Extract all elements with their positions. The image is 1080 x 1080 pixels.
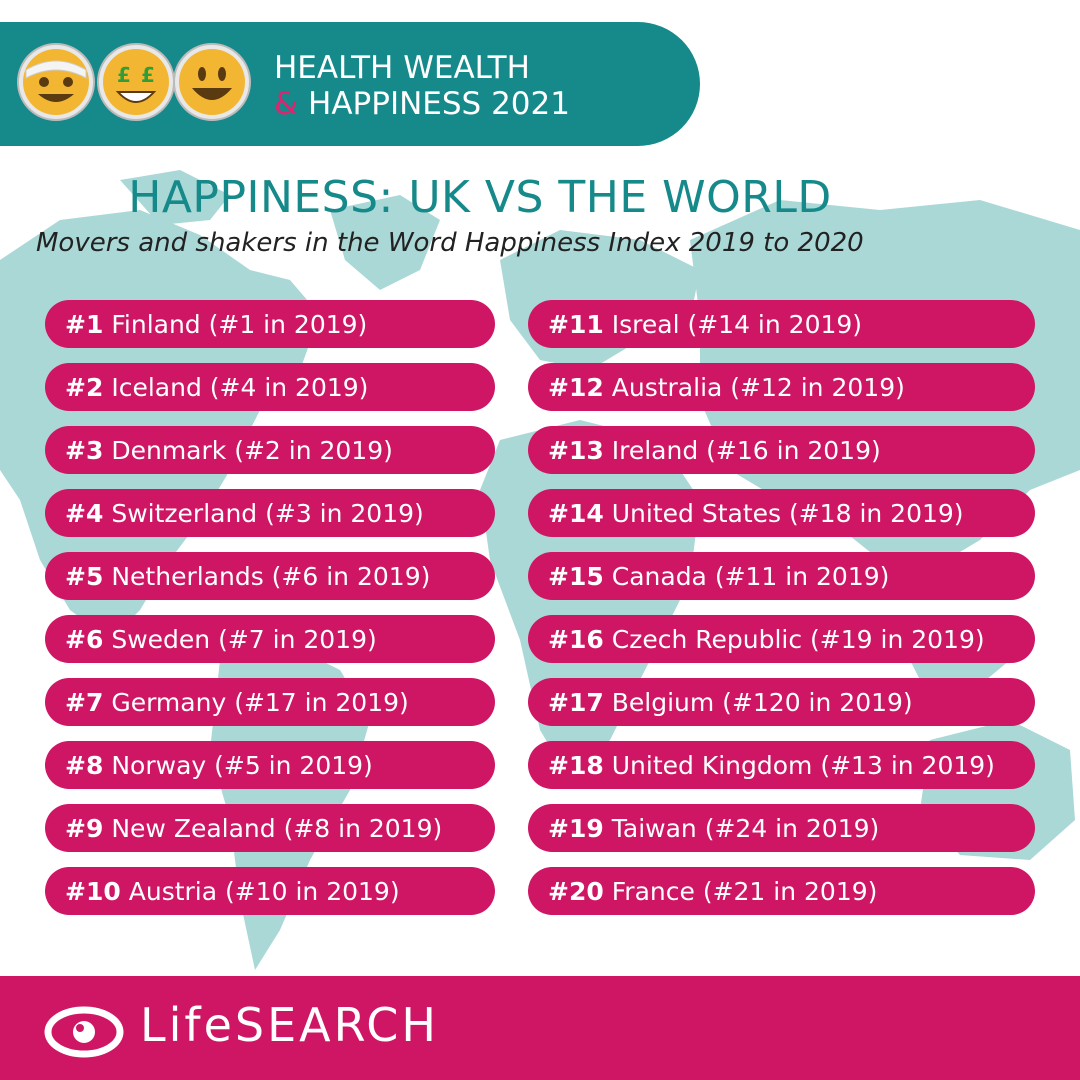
ranking-pill: #19 Taiwan (#24 in 2019)	[528, 804, 1035, 852]
ranking-number: #9	[65, 813, 104, 843]
ranking-pill: #1 Finland (#1 in 2019)	[45, 300, 495, 348]
rankings-left-column: #1 Finland (#1 in 2019) #2 Iceland (#4 in …	[45, 300, 495, 930]
ranking-text: Finland (#1 in 2019)	[111, 309, 368, 339]
ranking-text: Austria (#10 in 2019)	[128, 876, 400, 906]
page-title: HAPPINESS: UK VS THE WORLD	[128, 172, 832, 223]
ranking-text: Taiwan (#24 in 2019)	[611, 813, 880, 843]
ranking-text: New Zealand (#8 in 2019)	[111, 813, 443, 843]
ranking-number: #18	[548, 750, 604, 780]
ranking-number: #11	[548, 309, 604, 339]
ranking-text: Netherlands (#6 in 2019)	[111, 561, 431, 591]
ranking-number: #2	[65, 372, 104, 402]
ranking-number: #14	[548, 498, 604, 528]
ranking-pill: #15 Canada (#11 in 2019)	[528, 552, 1035, 600]
ranking-pill: #12 Australia (#12 in 2019)	[528, 363, 1035, 411]
ranking-text: Isreal (#14 in 2019)	[611, 309, 863, 339]
ranking-pill: #13 Ireland (#16 in 2019)	[528, 426, 1035, 474]
eye-logo-icon	[44, 1006, 124, 1058]
ranking-number: #10	[65, 876, 121, 906]
footer-bar: LifeSEARCH	[0, 976, 1080, 1080]
pound-eye-left: £	[117, 63, 131, 87]
ranking-pill: #17 Belgium (#120 in 2019)	[528, 678, 1035, 726]
ranking-pill: #8 Norway (#5 in 2019)	[45, 741, 495, 789]
ranking-number: #4	[65, 498, 104, 528]
ranking-number: #19	[548, 813, 604, 843]
ranking-pill: #16 Czech Republic (#19 in 2019)	[528, 615, 1035, 663]
ranking-text: Australia (#12 in 2019)	[611, 372, 905, 402]
brand-logo-text: LifeSEARCH	[140, 998, 440, 1052]
ranking-text: Sweden (#7 in 2019)	[111, 624, 377, 654]
ranking-text: Canada (#11 in 2019)	[611, 561, 890, 591]
ranking-number: #17	[548, 687, 604, 717]
pound-eyes-face-emoji: £ £	[97, 43, 175, 121]
ranking-pill: #11 Isreal (#14 in 2019)	[528, 300, 1035, 348]
ranking-text: United Kingdom (#13 in 2019)	[611, 750, 995, 780]
ranking-text: United States (#18 in 2019)	[611, 498, 964, 528]
ranking-pill: #2 Iceland (#4 in 2019)	[45, 363, 495, 411]
ranking-number: #8	[65, 750, 104, 780]
ranking-number: #3	[65, 435, 104, 465]
ranking-pill: #18 United Kingdom (#13 in 2019)	[528, 741, 1035, 789]
ranking-number: #12	[548, 372, 604, 402]
ranking-number: #1	[65, 309, 104, 339]
ranking-number: #6	[65, 624, 104, 654]
banner-title-line2: & HAPPINESS 2021	[274, 86, 570, 122]
ranking-text: Norway (#5 in 2019)	[111, 750, 373, 780]
rankings-right-column: #11 Isreal (#14 in 2019) #12 Australia (#1…	[528, 300, 1035, 930]
ranking-text: Ireland (#16 in 2019)	[611, 435, 881, 465]
banner-title: HEALTH WEALTH & HAPPINESS 2021	[274, 50, 570, 122]
banner-title-line2-text: HAPPINESS 2021	[298, 86, 570, 122]
ranking-text: Germany (#17 in 2019)	[111, 687, 409, 717]
ranking-number: #7	[65, 687, 104, 717]
ranking-number: #13	[548, 435, 604, 465]
ranking-pill: #9 New Zealand (#8 in 2019)	[45, 804, 495, 852]
grinning-face-emoji	[173, 43, 251, 121]
ranking-text: Iceland (#4 in 2019)	[111, 372, 369, 402]
bandaged-face-emoji	[17, 43, 95, 121]
ranking-pill: #5 Netherlands (#6 in 2019)	[45, 552, 495, 600]
ranking-text: Czech Republic (#19 in 2019)	[611, 624, 985, 654]
ranking-number: #5	[65, 561, 104, 591]
ranking-text: France (#21 in 2019)	[611, 876, 878, 906]
ranking-pill: #10 Austria (#10 in 2019)	[45, 867, 495, 915]
ranking-number: #16	[548, 624, 604, 654]
ranking-pill: #14 United States (#18 in 2019)	[528, 489, 1035, 537]
ranking-text: Denmark (#2 in 2019)	[111, 435, 393, 465]
ranking-pill: #3 Denmark (#2 in 2019)	[45, 426, 495, 474]
ranking-pill: #4 Switzerland (#3 in 2019)	[45, 489, 495, 537]
ranking-text: Belgium (#120 in 2019)	[611, 687, 913, 717]
ranking-number: #20	[548, 876, 604, 906]
ranking-pill: #20 France (#21 in 2019)	[528, 867, 1035, 915]
pound-eye-right: £	[141, 63, 155, 87]
ranking-text: Switzerland (#3 in 2019)	[111, 498, 424, 528]
ranking-pill: #6 Sweden (#7 in 2019)	[45, 615, 495, 663]
ranking-pill: #7 Germany (#17 in 2019)	[45, 678, 495, 726]
banner-ampersand: &	[274, 86, 299, 122]
ranking-number: #15	[548, 561, 604, 591]
page-subtitle: Movers and shakers in the Word Happiness…	[36, 228, 864, 258]
banner-title-line1: HEALTH WEALTH	[274, 50, 530, 86]
